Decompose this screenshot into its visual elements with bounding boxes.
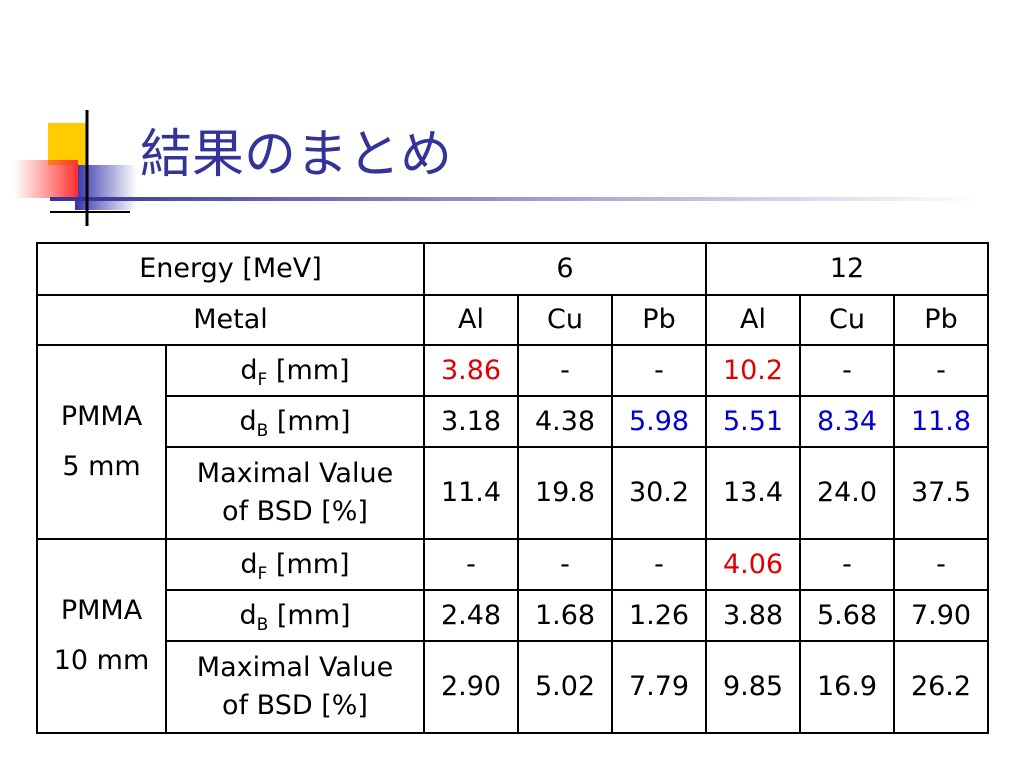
value-cell: 5.51 [705, 395, 801, 448]
group-label: 10 mm [53, 645, 150, 676]
param-unit: [mm] [275, 354, 350, 386]
value-cell: 4.06 [705, 538, 801, 591]
param-subscript: B [256, 614, 269, 635]
param-subscript: F [257, 369, 268, 390]
group-label: PMMA [60, 595, 143, 626]
header-cell: Cu [799, 294, 895, 346]
value-cell: 3.86 [423, 344, 519, 397]
value-cell: - [799, 538, 895, 591]
value-cell: 7.90 [893, 589, 989, 642]
header-cell: Energy [MeV] [36, 242, 425, 296]
header-row: Metal Al Cu Pb Al Cu Pb [36, 294, 989, 346]
value-cell: 5.98 [611, 395, 707, 448]
value-cell: 16.9 [799, 640, 895, 734]
value-cell: 4.38 [517, 395, 613, 448]
param-cell: Maximal Value of BSD [%] [165, 446, 425, 540]
value-cell: 24.0 [799, 446, 895, 540]
group-label: PMMA [60, 401, 143, 432]
value-cell: - [893, 538, 989, 591]
param-cell: Maximal Value of BSD [%] [165, 640, 425, 734]
param-symbol: d [239, 599, 257, 631]
header-cell: Metal [36, 294, 425, 346]
value-cell: 2.48 [423, 589, 519, 642]
param-cell: dF [mm] [165, 344, 425, 397]
value-cell: 3.88 [705, 589, 801, 642]
red-bar [14, 160, 78, 198]
param-cell: dF [mm] [165, 538, 425, 591]
param-symbol: d [239, 405, 257, 437]
value-cell: 1.68 [517, 589, 613, 642]
group-cell: PMMA 10 mm [36, 538, 167, 734]
param-cell: dB [mm] [165, 395, 425, 448]
value-cell: 5.02 [517, 640, 613, 734]
value-cell: - [611, 344, 707, 397]
value-cell: 9.85 [705, 640, 801, 734]
value-cell: 5.68 [799, 589, 895, 642]
header-cell: 12 [705, 242, 989, 296]
param-subscript: F [257, 563, 268, 584]
value-cell: 3.18 [423, 395, 519, 448]
value-cell: 11.4 [423, 446, 519, 540]
param-line: Maximal Value [196, 458, 394, 489]
value-cell: 13.4 [705, 446, 801, 540]
value-cell: 30.2 [611, 446, 707, 540]
value-cell: 8.34 [799, 395, 895, 448]
header-cell: Pb [893, 294, 989, 346]
results-table: Energy [MeV] 6 12 Metal Al Cu Pb Al Cu Pb PMMA 5 mm… [36, 242, 989, 734]
param-line: of BSD [%] [222, 496, 368, 527]
header-cell: 6 [423, 242, 707, 296]
value-cell: 11.8 [893, 395, 989, 448]
param-subscript: B [256, 420, 269, 441]
body-row: Maximal Value of BSD [%] 11.4 19.8 30.2 13.4 2… [37, 446, 989, 540]
header-cell: Pb [611, 294, 707, 346]
param-symbol: d [240, 548, 258, 580]
param-unit: [mm] [276, 405, 351, 437]
body-row: PMMA 5 mm dF [mm] 3.86- -10.2- - [36, 344, 989, 540]
value-cell: - [893, 344, 989, 397]
yellow-square [48, 123, 88, 165]
value-cell: 2.90 [423, 640, 519, 734]
header-cell: Cu [517, 294, 613, 346]
param-cell: dB [mm] [165, 589, 425, 642]
body-row: PMMA 10 mm dF [mm] - - -4.06- - [36, 538, 989, 734]
slide-title: 結果のまとめ [140, 125, 453, 185]
value-cell: 19.8 [517, 446, 613, 540]
blue-square [75, 165, 137, 210]
value-cell: - [517, 538, 613, 591]
value-cell: - [517, 344, 613, 397]
value-cell: 1.26 [611, 589, 707, 642]
header-row: Energy [MeV] 6 12 [36, 242, 989, 296]
value-cell: 37.5 [893, 446, 989, 540]
value-cell: 7.79 [611, 640, 707, 734]
group-label: 5 mm [62, 451, 141, 482]
param-line: of BSD [%] [222, 690, 368, 721]
decoration [14, 110, 980, 226]
param-unit: [mm] [276, 599, 351, 631]
title-rule [50, 197, 980, 201]
group-cell: PMMA 5 mm [36, 344, 167, 540]
value-cell: - [611, 538, 707, 591]
value-cell: - [423, 538, 519, 591]
value-cell: 10.2 [705, 344, 801, 397]
param-unit: [mm] [275, 548, 350, 580]
value-cell: 26.2 [893, 640, 989, 734]
value-cell: - [799, 344, 895, 397]
param-line: Maximal Value [196, 652, 394, 683]
body-row: dB [mm] 2.48 1.68 1.26 3.88 5.68 7.90 [37, 589, 989, 642]
header-cell: Al [423, 294, 519, 346]
body-row: Maximal Value of BSD [%] 2.90 5.02 7.79 9.85 1… [37, 640, 989, 734]
body-row: dB [mm] 3.18 4.38 5.98 5.51 8.34 11.8 [37, 395, 989, 448]
param-symbol: d [240, 354, 258, 386]
header-cell: Al [705, 294, 801, 346]
